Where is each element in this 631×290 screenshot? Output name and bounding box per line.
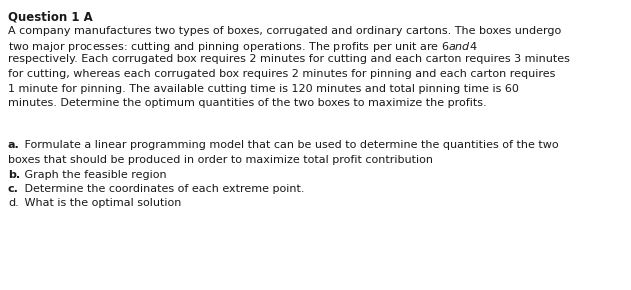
Text: Determine the coordinates of each extreme point.: Determine the coordinates of each extrem…	[21, 184, 305, 194]
Text: for cutting, whereas each corrugated box requires 2 minutes for pinning and each: for cutting, whereas each corrugated box…	[8, 69, 555, 79]
Text: boxes that should be produced in order to maximize total profit contribution: boxes that should be produced in order t…	[8, 155, 433, 165]
Text: A company manufactures two types of boxes, corrugated and ordinary cartons. The : A company manufactures two types of boxe…	[8, 26, 561, 35]
Text: Question 1 A: Question 1 A	[8, 10, 93, 23]
Text: d.: d.	[8, 198, 19, 209]
Text: Formulate a linear programming model that can be used to determine the quantitie: Formulate a linear programming model tha…	[21, 140, 558, 151]
Text: What is the optimal solution: What is the optimal solution	[21, 198, 181, 209]
Text: 1 minute for pinning. The available cutting time is 120 minutes and total pinnin: 1 minute for pinning. The available cutt…	[8, 84, 519, 93]
Text: minutes. Determine the optimum quantities of the two boxes to maximize the profi: minutes. Determine the optimum quantitie…	[8, 98, 487, 108]
Text: a.: a.	[8, 140, 20, 151]
Text: Graph the feasible region: Graph the feasible region	[21, 169, 167, 180]
Text: c.: c.	[8, 184, 19, 194]
Text: two major processes: cutting and pinning operations. The profits per unit are $6: two major processes: cutting and pinning…	[8, 40, 478, 54]
Text: b.: b.	[8, 169, 20, 180]
Text: respectively. Each corrugated box requires 2 minutes for cutting and each carton: respectively. Each corrugated box requir…	[8, 55, 570, 64]
